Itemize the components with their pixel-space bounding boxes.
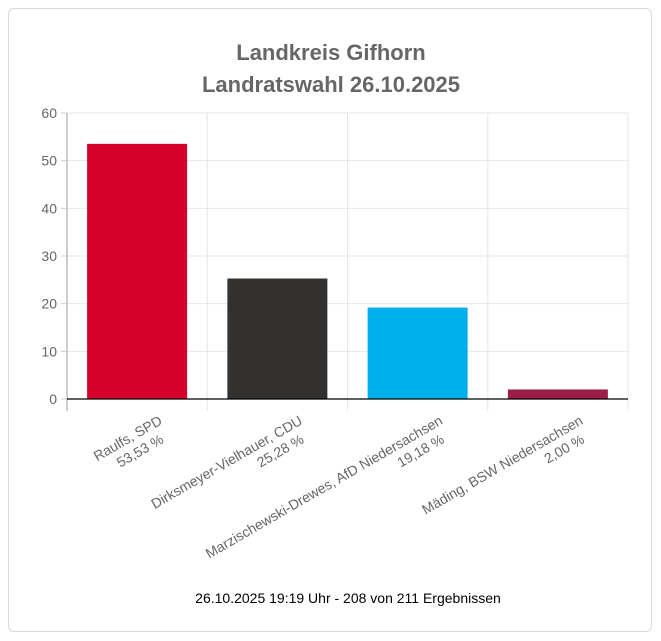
y-tick-label-0: 0 bbox=[49, 391, 57, 407]
bar-3 bbox=[507, 389, 608, 399]
chart-title-line-2: Landratswahl 26.10.2025 bbox=[202, 72, 460, 97]
y-tick-label-3: 30 bbox=[41, 248, 57, 264]
bar-1 bbox=[227, 278, 328, 399]
x-label-name-3: Mäding, BSW Niedersachsen bbox=[419, 412, 585, 517]
footer-status: 26.10.2025 19:19 Uhr - 208 von 211 Ergeb… bbox=[195, 590, 501, 606]
y-tick-label-4: 40 bbox=[41, 200, 57, 216]
bars bbox=[67, 143, 628, 400]
y-tick-label-5: 50 bbox=[41, 153, 57, 169]
y-axis-ticks: 0 10 20 30 40 50 60 bbox=[41, 105, 67, 407]
y-tick-label-6: 60 bbox=[41, 105, 57, 121]
bar-0 bbox=[87, 143, 188, 399]
chart-title-line-1: Landkreis Gifhorn bbox=[236, 40, 425, 65]
y-tick-label-1: 10 bbox=[41, 343, 57, 359]
x-label-2: Marzischewski-Drewes, AfD Niedersachsen1… bbox=[203, 412, 447, 561]
x-label-name-1: Dirksmeyer-Vielhauer, CDU bbox=[148, 412, 305, 512]
bar-2 bbox=[367, 307, 468, 399]
y-tick-label-2: 20 bbox=[41, 296, 57, 312]
x-label-name-2: Marzischewski-Drewes, AfD Niedersachsen bbox=[203, 412, 445, 561]
